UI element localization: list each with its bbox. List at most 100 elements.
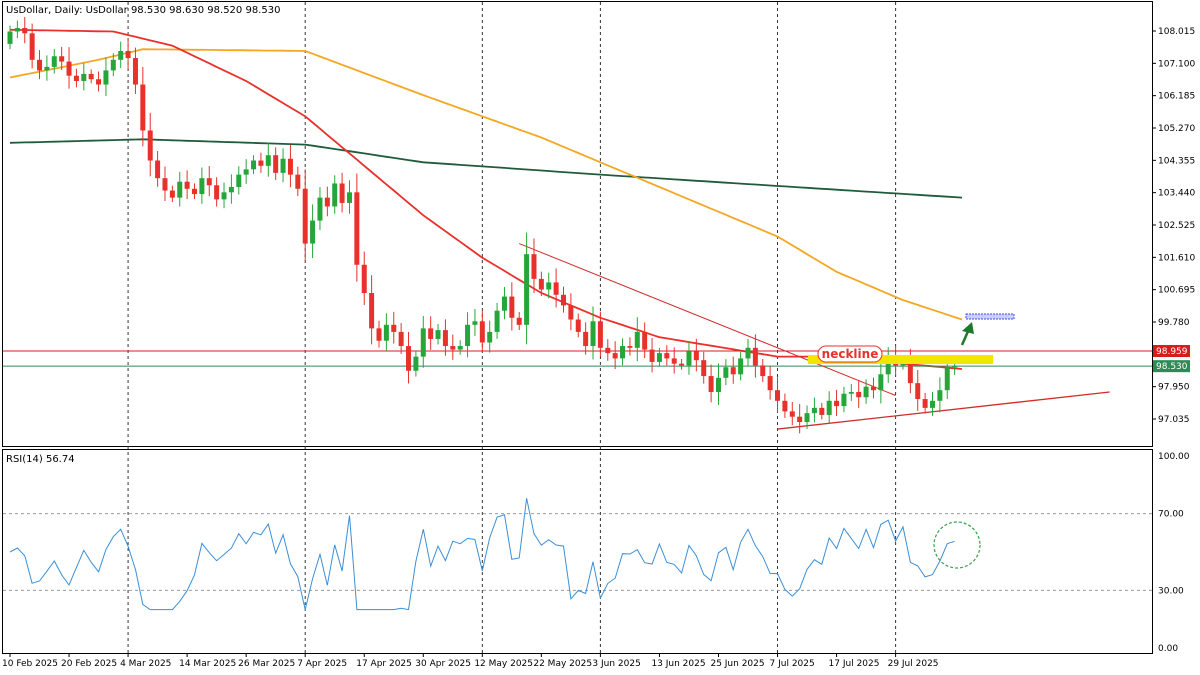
bull-candle xyxy=(494,310,500,332)
bull-candle xyxy=(457,346,463,350)
bear-candle xyxy=(538,278,544,290)
bear-candle xyxy=(597,321,603,348)
current-price-tag xyxy=(1153,360,1190,373)
trendlines xyxy=(519,243,1110,430)
resistance-price-tag xyxy=(1153,345,1190,358)
bear-candle xyxy=(693,351,699,361)
bull-candle xyxy=(243,169,249,175)
bear-candle xyxy=(258,160,264,166)
rsi-panel: 100.00 70.00 30.00 0.00 xyxy=(3,452,1190,654)
bear-candle xyxy=(354,192,360,265)
bull-candle xyxy=(420,328,426,357)
bull-candle xyxy=(103,70,109,85)
neckline-zone xyxy=(808,355,993,365)
bear-candle xyxy=(649,349,655,362)
neckline-badge xyxy=(817,345,883,363)
bull-candle xyxy=(177,181,183,198)
bear-candle xyxy=(679,363,685,366)
bear-candle xyxy=(789,411,795,417)
time-tick-label: 29 Jul 2025 xyxy=(888,659,939,669)
bear-candle xyxy=(627,346,633,348)
candlestick-series xyxy=(7,16,958,434)
price-tick-label: 105.270 xyxy=(1158,124,1195,134)
bull-candle xyxy=(251,160,257,170)
bear-candle xyxy=(73,75,79,82)
bear-candle xyxy=(184,181,190,189)
bull-candle xyxy=(848,391,854,394)
bull-candle xyxy=(51,56,57,67)
rsi-tick-label: 0.00 xyxy=(1158,644,1178,654)
bear-candle xyxy=(450,346,456,350)
time-tick-label: 7 Jul 2025 xyxy=(770,659,815,669)
bear-candle xyxy=(856,391,862,398)
bear-candle xyxy=(479,321,485,343)
time-tick-label: 17 Apr 2025 xyxy=(356,659,412,669)
bear-candle xyxy=(324,197,330,207)
bull-candle xyxy=(686,351,692,366)
bear-candle xyxy=(664,353,670,359)
bear-candle xyxy=(376,328,382,341)
bull-candle xyxy=(81,73,87,82)
time-tick-label: 17 Jul 2025 xyxy=(829,659,880,669)
time-tick-label: 30 Apr 2025 xyxy=(415,659,471,669)
bear-candle xyxy=(701,360,707,377)
rsi-tick-label: 30.00 xyxy=(1158,586,1184,596)
bull-candle xyxy=(745,347,751,359)
bull-candle xyxy=(524,254,530,325)
bull-candle xyxy=(7,31,13,44)
bear-candle xyxy=(428,328,434,339)
bull-candle xyxy=(310,220,316,244)
bear-candle xyxy=(915,383,921,400)
price-tick-label: 103.440 xyxy=(1158,189,1195,199)
bull-candle xyxy=(413,356,419,371)
bear-candle xyxy=(369,293,375,329)
bull-candle xyxy=(826,400,832,415)
bear-candle xyxy=(760,365,766,377)
bull-candle xyxy=(236,174,242,188)
bear-candle xyxy=(206,178,212,186)
price-tick-label: 107.100 xyxy=(1158,59,1195,69)
bear-candle xyxy=(671,358,677,364)
ascending-support-line xyxy=(777,391,1110,430)
bear-candle xyxy=(214,185,220,200)
ma-fast-line xyxy=(9,28,963,370)
price-axis: 108.015 107.100 106.185 105.270 104.355 103.4… xyxy=(1152,27,1195,425)
bear-candle xyxy=(612,353,618,359)
bear-candle xyxy=(37,59,43,71)
bull-candle xyxy=(472,321,478,325)
bear-candle xyxy=(169,190,175,198)
bear-candle xyxy=(59,56,65,62)
resistance-price-label: 98.959 xyxy=(1156,347,1188,357)
bear-candle xyxy=(561,294,566,306)
time-tick-label: 4 Mar 2025 xyxy=(120,659,171,669)
bull-candle xyxy=(199,178,205,195)
neckline-label: neckline xyxy=(822,347,879,361)
bull-candle xyxy=(937,390,943,401)
bull-candle xyxy=(346,192,352,203)
bear-candle xyxy=(391,324,397,332)
time-tick-label: 14 Mar 2025 xyxy=(179,659,236,669)
rsi-tick-label: 100.00 xyxy=(1158,452,1190,462)
bull-candle xyxy=(590,321,596,347)
bull-candle xyxy=(317,197,323,221)
bull-candle xyxy=(723,367,729,378)
time-tick-label: 26 Mar 2025 xyxy=(238,659,295,669)
bull-candle xyxy=(221,192,227,200)
price-tick-label: 99.780 xyxy=(1158,318,1190,328)
bull-candle xyxy=(265,155,271,166)
time-tick-label: 22 May 2025 xyxy=(533,659,592,669)
bull-candle xyxy=(501,296,507,311)
bull-candle xyxy=(383,324,389,341)
current-price-label: 98.530 xyxy=(1156,362,1188,372)
rsi-label: RSI(14) 56.74 xyxy=(6,454,75,465)
bull-candle xyxy=(634,331,640,348)
bear-candle xyxy=(273,155,279,173)
bear-candle xyxy=(797,416,803,423)
bear-candle xyxy=(775,390,781,401)
moving-averages xyxy=(9,28,963,370)
bear-candle xyxy=(132,58,138,85)
bear-candle xyxy=(192,188,197,195)
horizontal-levels xyxy=(3,350,1152,367)
bear-candle xyxy=(339,183,345,203)
